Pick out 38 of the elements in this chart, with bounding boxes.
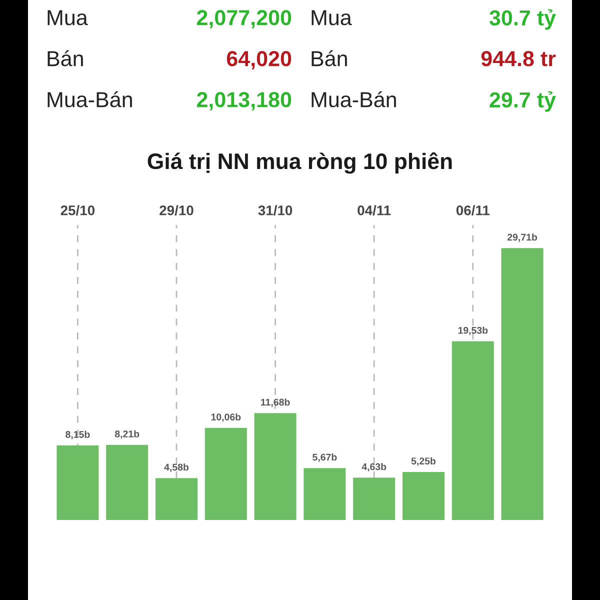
text: 2,013,180 (196, 92, 292, 110)
bar (402, 472, 444, 520)
data-label: 19,53b (458, 326, 488, 336)
text: Mua (48, 10, 88, 26)
text: Mua (312, 10, 352, 26)
x-tick-label: 04/11 (358, 205, 391, 216)
text: 64,020 (226, 51, 292, 70)
text: Mua-Bán (48, 91, 132, 108)
text: 2,077,200 (196, 10, 292, 28)
x-tick-label: 25/10 (60, 205, 95, 216)
data-label: 8,21b (114, 430, 140, 439)
text: 944.8 tr (481, 51, 556, 66)
data-label: 10,06b (211, 413, 241, 422)
data-label: 4,58b (164, 463, 189, 472)
bar (106, 444, 148, 520)
bar (353, 478, 396, 520)
text: 29.7 tỷ (490, 91, 556, 112)
text: Bán (312, 50, 347, 66)
bar (501, 248, 544, 520)
x-tick-label: 06/11 (456, 205, 490, 216)
data-label: 5,25b (411, 457, 436, 466)
text: Mua-Bán (312, 91, 396, 108)
data-label: 29,71b (508, 233, 538, 242)
x-tick-label: 31/10 (258, 205, 292, 216)
bar (156, 478, 198, 520)
data-label: 5,67b (312, 453, 337, 462)
data-label: 4,63b (362, 463, 386, 472)
x-tick-label: 29/10 (160, 205, 194, 216)
data-label: 11,68b (261, 398, 290, 408)
chart-title: Giá trị NN mua ròng 10 phiên (148, 152, 452, 174)
bar (452, 341, 494, 520)
data-label: 8,15b (66, 430, 90, 440)
bar (204, 428, 247, 520)
bar (304, 468, 346, 520)
text: Bán (48, 50, 83, 66)
bar (56, 445, 99, 520)
bar (254, 413, 296, 520)
text: 30.7 tỷ (489, 9, 556, 30)
